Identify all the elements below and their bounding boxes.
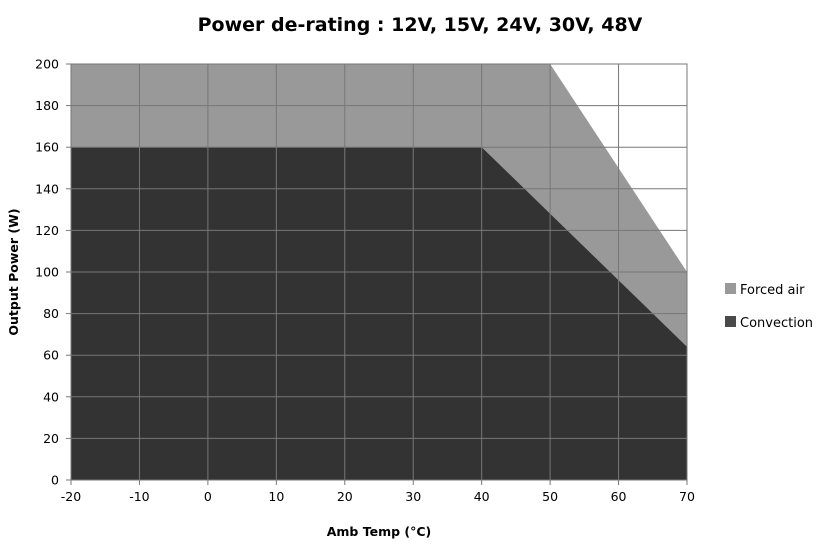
y-axis-label: Output Power (W) bbox=[6, 208, 21, 335]
y-tick-label: 140 bbox=[35, 181, 59, 196]
x-axis-label: Amb Temp (°C) bbox=[327, 524, 432, 539]
y-tick-label: 80 bbox=[43, 306, 59, 321]
x-tick-label: 0 bbox=[204, 489, 212, 504]
x-tick-label: 70 bbox=[679, 489, 695, 504]
x-tick-label: 20 bbox=[337, 489, 353, 504]
x-tick-label: 30 bbox=[405, 489, 421, 504]
y-tick-label: 40 bbox=[43, 389, 59, 404]
legend-label: Forced air bbox=[740, 283, 805, 298]
legend-swatch bbox=[725, 316, 736, 327]
x-tick-label: 60 bbox=[611, 489, 627, 504]
y-tick-label: 60 bbox=[43, 348, 59, 363]
y-tick-label: 20 bbox=[43, 431, 59, 446]
y-tick-label: 200 bbox=[35, 57, 59, 72]
x-tick-label: 50 bbox=[542, 489, 558, 504]
chart-title: Power de-rating : 12V, 15V, 24V, 30V, 48… bbox=[197, 14, 643, 36]
x-tick-label: 10 bbox=[268, 489, 284, 504]
y-tick-label: 0 bbox=[51, 473, 59, 488]
y-tick-label: 160 bbox=[35, 140, 59, 155]
y-tick-label: 100 bbox=[35, 265, 59, 280]
plot-border bbox=[70, 63, 688, 481]
legend-swatch bbox=[725, 283, 736, 294]
y-tick-label: 180 bbox=[35, 98, 59, 113]
x-tick-label: -20 bbox=[61, 489, 81, 504]
y-tick-label: 120 bbox=[35, 223, 59, 238]
x-tick-label: -10 bbox=[129, 489, 149, 504]
x-tick-label: 40 bbox=[474, 489, 490, 504]
legend-label: Convection bbox=[740, 316, 813, 331]
